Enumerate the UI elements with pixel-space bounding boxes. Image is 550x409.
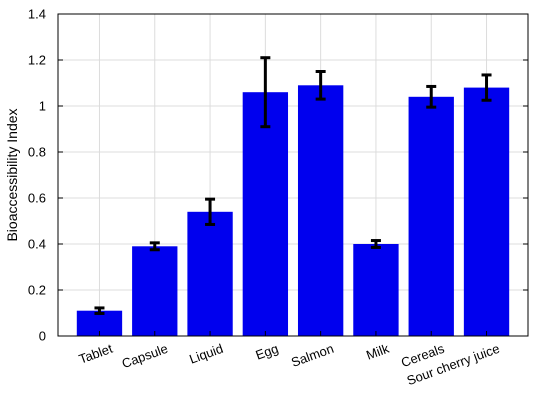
x-tick-label: Milk <box>364 341 391 363</box>
bar-sour-cherry-juice <box>463 87 510 336</box>
y-axis-label: Bioaccessibility Index <box>4 108 20 241</box>
error-bar-sour-cherry-juice <box>481 73 492 102</box>
grid-lines <box>58 13 528 337</box>
axes-box <box>57 13 529 337</box>
bars <box>76 85 510 336</box>
y-tick-label: 0.6 <box>28 191 46 206</box>
y-tick-labels: 0 0.2 0.4 0.6 0.8 1 1.2 1.4 <box>28 7 528 344</box>
bar-capsule <box>132 246 178 336</box>
y-tick-label: 0.2 <box>28 283 46 298</box>
error-bar-liquid <box>205 197 216 226</box>
x-tick-label: Tablet <box>77 341 115 367</box>
bar-cereals <box>408 96 454 336</box>
error-bar-tablet <box>94 306 105 315</box>
y-tick-label: 0.8 <box>28 145 46 160</box>
x-tick-label: Egg <box>254 341 281 363</box>
error-bar-milk <box>370 239 381 249</box>
error-bar-egg <box>260 56 271 129</box>
bar-milk <box>353 244 399 336</box>
y-tick-label: 1 <box>39 99 46 114</box>
y-tick-label: 1.4 <box>28 7 46 22</box>
x-tick-label: Capsule <box>120 341 170 371</box>
bar-salmon <box>297 85 344 336</box>
bar-liquid <box>187 211 233 336</box>
error-bar-salmon <box>315 70 326 101</box>
bar-egg <box>242 92 289 336</box>
x-tick-label: Liquid <box>187 341 225 367</box>
error-bar-cereals <box>426 84 437 109</box>
x-tick-labels: Tablet Capsule Liquid Egg Salmon Milk CerealsS… <box>77 331 502 388</box>
error-bars <box>94 56 492 315</box>
y-tick-label: 1.2 <box>28 53 46 68</box>
x-tick-label: Salmon <box>289 341 336 370</box>
y-tick-label: 0.4 <box>28 237 46 252</box>
error-bar-capsule <box>149 241 160 252</box>
y-tick-label: 0 <box>39 329 46 344</box>
